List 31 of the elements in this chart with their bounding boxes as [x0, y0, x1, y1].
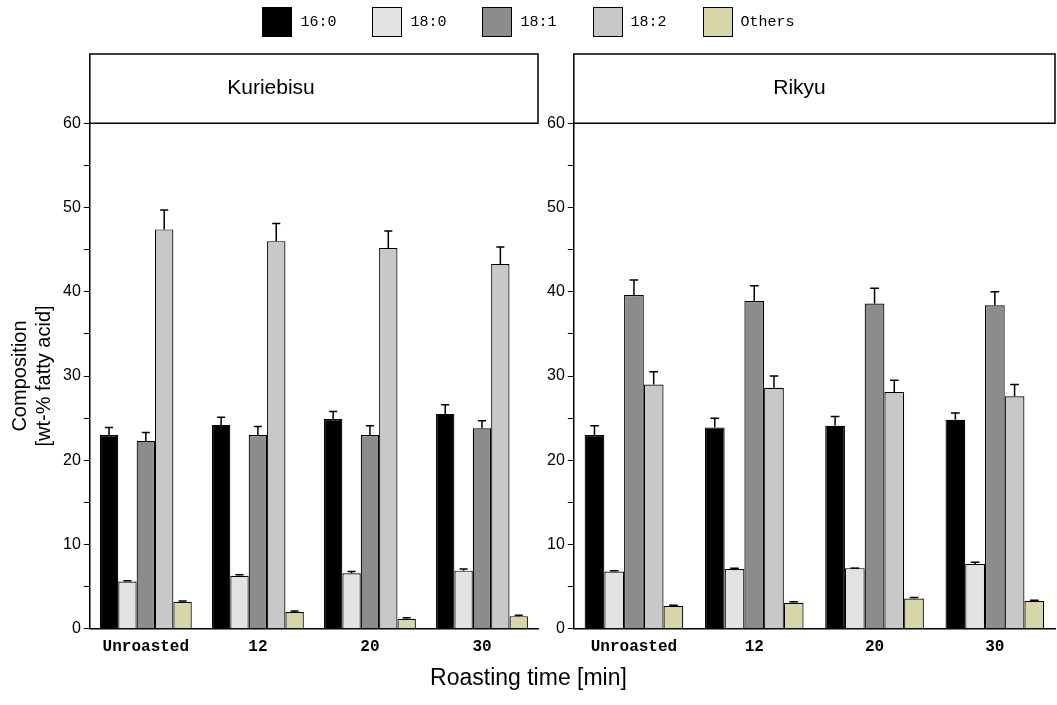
- y-tick-label: 60: [547, 113, 565, 131]
- x-tick-label: 20: [360, 638, 380, 657]
- x-axis-title: Roasting time [min]: [429, 664, 628, 691]
- x-tick-label: 30: [985, 638, 1005, 657]
- x-tick-label: 30: [472, 638, 492, 657]
- x-tick-label: 12: [248, 638, 268, 657]
- x-tick-label: Unroasted: [590, 638, 678, 657]
- y-tick-label: 0: [555, 619, 565, 637]
- y-tick-label: 40: [63, 282, 81, 300]
- y-tick-label: 50: [63, 197, 81, 215]
- legend-label: 16:0: [300, 13, 337, 31]
- y-tick-label: 10: [63, 534, 81, 552]
- y-tick-label: 30: [547, 366, 565, 384]
- y-tick-label: 60: [63, 113, 81, 131]
- legend-label: 18:1: [520, 13, 557, 31]
- x-tick-label: 20: [864, 638, 885, 657]
- x-tick-label: 12: [744, 638, 764, 657]
- y-axis-title: Composition [wt-% fatty acid]: [7, 305, 54, 447]
- x-tick-label: Unroasted: [102, 638, 190, 657]
- y-tick-label: 50: [547, 197, 565, 215]
- y-tick-label: 10: [547, 534, 565, 552]
- y-tick-label: 40: [547, 282, 565, 300]
- y-tick-label: 20: [547, 450, 565, 468]
- y-tick-label: 30: [63, 366, 81, 384]
- legend-label: 18:0: [410, 13, 447, 31]
- y-tick-label: 0: [71, 619, 81, 637]
- chart-title: Rikyu: [773, 75, 826, 99]
- legend-label: Others: [740, 13, 795, 31]
- legend-label: 18:2: [630, 13, 667, 31]
- y-tick-label: 20: [63, 450, 81, 468]
- chart-title: Kuriebisu: [227, 75, 315, 99]
